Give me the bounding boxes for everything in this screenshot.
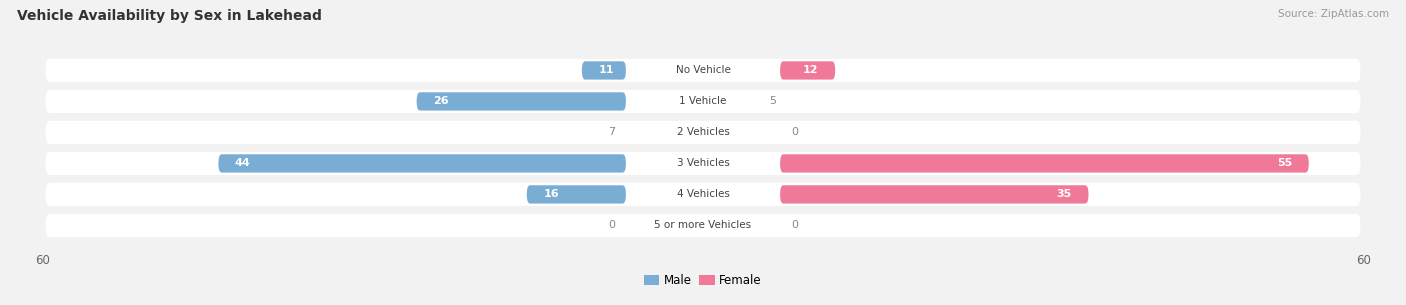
FancyBboxPatch shape <box>527 185 626 203</box>
FancyBboxPatch shape <box>45 59 1361 82</box>
Text: 7: 7 <box>607 127 614 138</box>
FancyBboxPatch shape <box>780 185 1088 203</box>
FancyBboxPatch shape <box>582 61 626 80</box>
Text: Vehicle Availability by Sex in Lakehead: Vehicle Availability by Sex in Lakehead <box>17 9 322 23</box>
Text: 0: 0 <box>792 127 799 138</box>
Text: 1 Vehicle: 1 Vehicle <box>679 96 727 106</box>
FancyBboxPatch shape <box>626 219 780 232</box>
FancyBboxPatch shape <box>45 121 1361 144</box>
Text: 12: 12 <box>803 66 818 75</box>
FancyBboxPatch shape <box>780 61 835 80</box>
Text: 44: 44 <box>235 158 250 168</box>
Text: 0: 0 <box>792 221 799 230</box>
Text: 2 Vehicles: 2 Vehicles <box>676 127 730 138</box>
Text: 55: 55 <box>1277 158 1292 168</box>
Text: 5 or more Vehicles: 5 or more Vehicles <box>654 221 752 230</box>
Text: 0: 0 <box>607 221 614 230</box>
Text: 11: 11 <box>599 66 614 75</box>
Text: 4 Vehicles: 4 Vehicles <box>676 189 730 199</box>
Text: 5: 5 <box>769 96 776 106</box>
FancyBboxPatch shape <box>45 152 1361 175</box>
FancyBboxPatch shape <box>45 90 1361 113</box>
FancyBboxPatch shape <box>780 154 1309 173</box>
FancyBboxPatch shape <box>416 92 626 111</box>
Legend: Male, Female: Male, Female <box>640 269 766 292</box>
Text: 3 Vehicles: 3 Vehicles <box>676 158 730 168</box>
FancyBboxPatch shape <box>45 214 1361 237</box>
Text: Source: ZipAtlas.com: Source: ZipAtlas.com <box>1278 9 1389 19</box>
FancyBboxPatch shape <box>626 95 780 108</box>
Text: 16: 16 <box>543 189 560 199</box>
FancyBboxPatch shape <box>218 154 626 173</box>
FancyBboxPatch shape <box>45 183 1361 206</box>
FancyBboxPatch shape <box>626 157 780 170</box>
FancyBboxPatch shape <box>626 188 780 201</box>
Text: 35: 35 <box>1057 189 1071 199</box>
FancyBboxPatch shape <box>626 126 780 139</box>
FancyBboxPatch shape <box>626 64 780 77</box>
Text: No Vehicle: No Vehicle <box>675 66 731 75</box>
Text: 26: 26 <box>433 96 449 106</box>
